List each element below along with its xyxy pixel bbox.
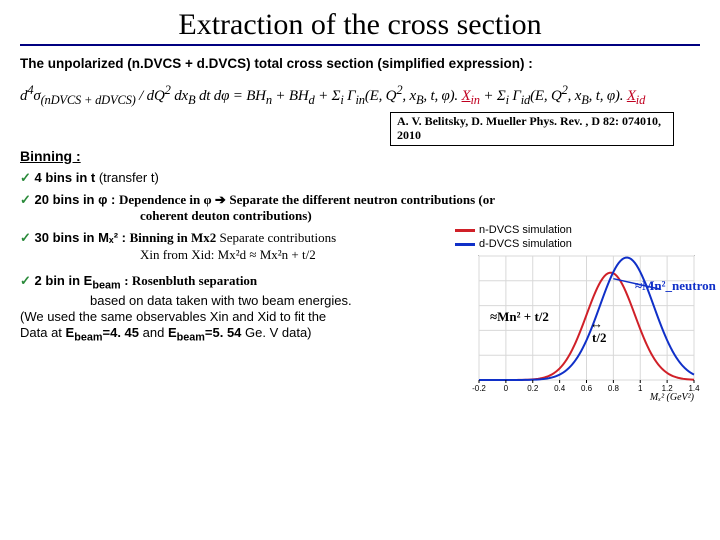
svg-text:1: 1 [638,384,643,393]
dependence-text: Dependence in φ [119,192,215,207]
check-icon: ✓ [20,170,31,185]
bullet-t-bins: ✓ 4 bins in t (transfer t) [20,170,700,186]
intro-text: The unpolarized (n.DVCS + d.DVCS) total … [20,56,700,71]
svg-text:0.2: 0.2 [527,384,539,393]
binning-heading: Binning : [20,148,700,164]
arrow-icon: ➔ [215,192,226,207]
legend-label: d-DVCS simulation [479,238,572,250]
cross-section-formula: d4σ(nDVCS + dDVCS) / dQ2 dxB dt dφ = BHn… [20,75,700,112]
sep-text: Separate the different neutron contribut… [229,192,495,207]
legend-n-dvcs: n-DVCS simulation [455,224,700,236]
svg-text:0: 0 [504,384,509,393]
bullet-ebeam-bins: ✓ 2 bin in Ebeam : Rosenbluth separation… [20,273,455,346]
bullet-lead: 4 bins in t [35,170,96,185]
mx2-line2: Xin from Xid: Mx²d ≈ Mx²n + t/2 [140,247,316,262]
bullet-lead: 30 bins in Mₓ² : [35,230,130,245]
bullet-mx2-bins: ✓ 30 bins in Mₓ² : Binning in Mx2 Separa… [20,230,455,263]
annotation-mn-neutron: ≈Mn²_neutron [635,278,716,294]
rosenbluth: : Rosenbluth separation [124,273,257,288]
check-icon: ✓ [20,230,31,245]
annotation-peak: ≈Mn² + t/2 [490,309,549,325]
svg-text:0.8: 0.8 [608,384,620,393]
ebeam-e2: Ebeam=5. 54 [168,325,241,340]
legend-swatch-blue [455,243,475,246]
ebeam-mid: and [139,325,168,340]
legend-label: n-DVCS simulation [479,224,572,236]
ebeam-sub: beam [92,279,120,291]
check-icon: ✓ [20,192,31,207]
ebeam-l4b: Ge. V data) [241,325,311,340]
check-icon: ✓ [20,273,31,288]
binning-mx2: Binning in Mx2 [130,230,217,245]
legend-d-dvcs: d-DVCS simulation [455,238,700,250]
annotation-shift-label: t/2 [592,330,606,346]
mx2-distribution-plot: n-DVCS simulation d-DVCS simulation -0.2… [455,224,700,405]
svg-text:-0.2: -0.2 [472,384,486,393]
mx2-tail: Separate contributions [216,230,336,245]
bullet-lead: 20 bins in φ : [35,192,119,207]
legend-swatch-red [455,229,475,232]
svg-text:0.4: 0.4 [554,384,566,393]
ebeam-l2: based on data taken with two beam energi… [90,293,352,308]
page-title: Extraction of the cross section [20,8,700,46]
svg-text:Mₓ² (GeV²): Mₓ² (GeV²) [649,392,695,402]
bullet-lead: 2 bin in E [35,273,93,288]
ebeam-l3: (We used the same observables Xin and Xi… [20,309,326,324]
bullet-phi-bins: ✓ 20 bins in φ : Dependence in φ ➔ Separ… [20,192,700,225]
plot-svg: -0.200.20.40.60.811.21.4Mₓ² (GeV²) [455,252,700,402]
ebeam-e1: Ebeam=4. 45 [66,325,139,340]
reference-citation: A. V. Belitsky, D. Mueller Phys. Rev. , … [390,112,674,146]
sep-text-line2: coherent deuton contributions) [140,208,312,223]
bullet-rest: (transfer t) [95,170,159,185]
svg-text:0.6: 0.6 [581,384,593,393]
ebeam-l4a: Data at [20,325,66,340]
